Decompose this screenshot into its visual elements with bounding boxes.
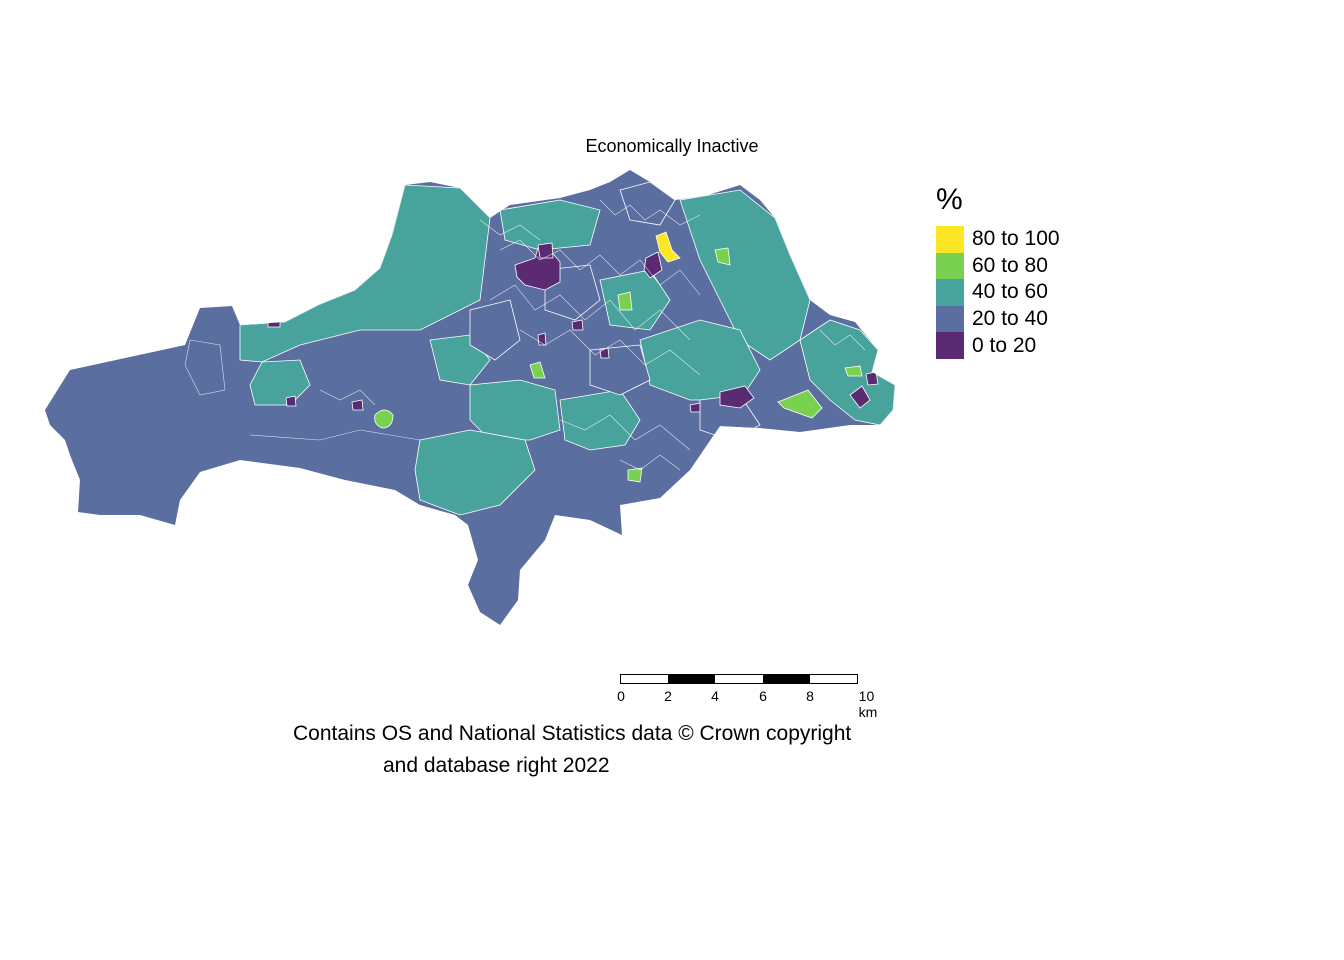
legend-swatch [936,305,964,333]
map-region [537,242,554,259]
map-region [844,365,863,377]
map-region [639,319,761,401]
map-region [351,399,364,411]
legend-label: 40 to 60 [972,280,1048,304]
map-region [469,299,521,361]
legend-swatch [936,332,964,359]
scale-bar: 0 2 4 6 8 10 km [617,674,877,720]
map-region [239,184,491,363]
scale-tick-labels: 0 2 4 6 8 10 km [617,684,877,720]
legend-item: 60 to 80 [936,252,1060,280]
map-region [414,429,536,516]
map-region [719,385,755,409]
map-region [619,181,676,226]
map-region [679,189,811,361]
map-region [267,320,281,328]
scale-segment [621,675,669,683]
map-region [571,319,584,331]
scale-tick-label: 8 [806,688,814,704]
scale-segment [715,675,763,683]
map-region [777,389,823,419]
map-region [374,409,394,429]
map-region [643,251,663,279]
map-region [689,402,701,413]
copyright-credit: Contains OS and National Statistics data… [293,718,851,782]
map-legend: % 80 to 100 60 to 80 40 to 60 20 to 40 0… [936,182,1060,359]
scale-segment [762,675,810,683]
credit-line-2: and database right 2022 [383,754,610,777]
legend-swatch [936,252,964,280]
map-region [849,385,871,409]
map-region [655,231,681,263]
map-region [617,291,633,311]
map-region [469,379,561,441]
legend-item: 40 to 60 [936,279,1060,306]
legend-label: 20 to 40 [972,307,1048,331]
map-region [529,361,546,379]
legend-label: 0 to 20 [972,333,1037,357]
map-title: Economically Inactive [585,136,759,156]
scale-segment [809,675,858,683]
legend-label: 60 to 80 [972,253,1048,277]
map-region [285,395,297,407]
map-region [499,199,601,251]
map-region [514,247,561,291]
legend-swatch [936,226,964,253]
legend-item: 80 to 100 [936,226,1060,253]
legend-title: % [936,183,963,216]
scale-tick-label: 6 [759,688,767,704]
legend-swatch [936,279,964,306]
scale-tick-label: 2 [664,688,672,704]
legend-label: 80 to 100 [972,227,1060,251]
scale-tick-label: 4 [711,688,719,704]
scale-tick-label: 0 [617,688,625,704]
scale-tick-label: 10 km [858,688,878,720]
map-region [599,269,671,331]
legend-item: 20 to 40 [936,305,1060,333]
map-region [714,247,731,266]
scale-segment [668,675,716,683]
legend-item: 0 to 20 [936,332,1060,359]
map-region [865,371,879,386]
credit-line-1: Contains OS and National Statistics data… [293,722,852,745]
scale-bar-segments [620,674,858,684]
